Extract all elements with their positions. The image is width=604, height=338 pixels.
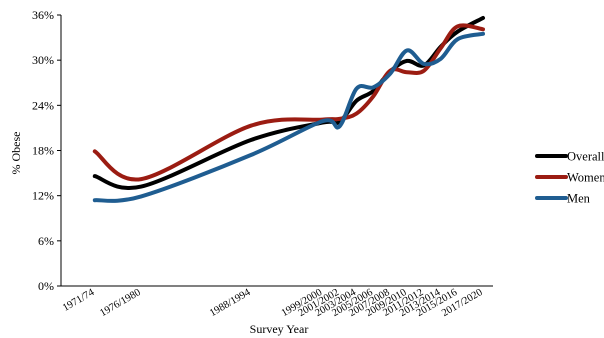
- x-tick-label: 1976/1980: [98, 287, 142, 319]
- x-tick-label: 1971/74: [61, 287, 97, 314]
- x-tick-labels: 1971/74 1976/1980 1988/1994 1999/20002001/2…: [61, 287, 485, 319]
- series-lines: [92, 16, 485, 203]
- x-axis-title: Survey Year: [250, 322, 309, 336]
- series-line-women: [92, 23, 485, 182]
- legend-label-women: Women: [567, 171, 604, 185]
- y-tick-label: 18%: [32, 144, 54, 158]
- y-tick-label: 12%: [32, 189, 54, 203]
- series-line-overall: [92, 16, 485, 190]
- y-axis-title: % Obese: [9, 132, 23, 175]
- y-tick-label: 6%: [38, 234, 54, 248]
- series-line-men: [92, 31, 485, 203]
- x-tick-label: 1988/1994: [208, 287, 253, 319]
- y-tick-label: 36%: [32, 8, 54, 22]
- y-tick-label: 24%: [32, 98, 54, 112]
- y-tick-labels: 0% 6% 12% 18% 24% 30% 36%: [32, 8, 54, 293]
- legend: Overall Women Men: [535, 150, 604, 206]
- legend-label-men: Men: [567, 192, 591, 206]
- y-tick-label: 0%: [38, 279, 54, 293]
- y-tick-label: 30%: [32, 53, 54, 67]
- axes: [57, 14, 493, 287]
- legend-label-overall: Overall: [567, 150, 604, 164]
